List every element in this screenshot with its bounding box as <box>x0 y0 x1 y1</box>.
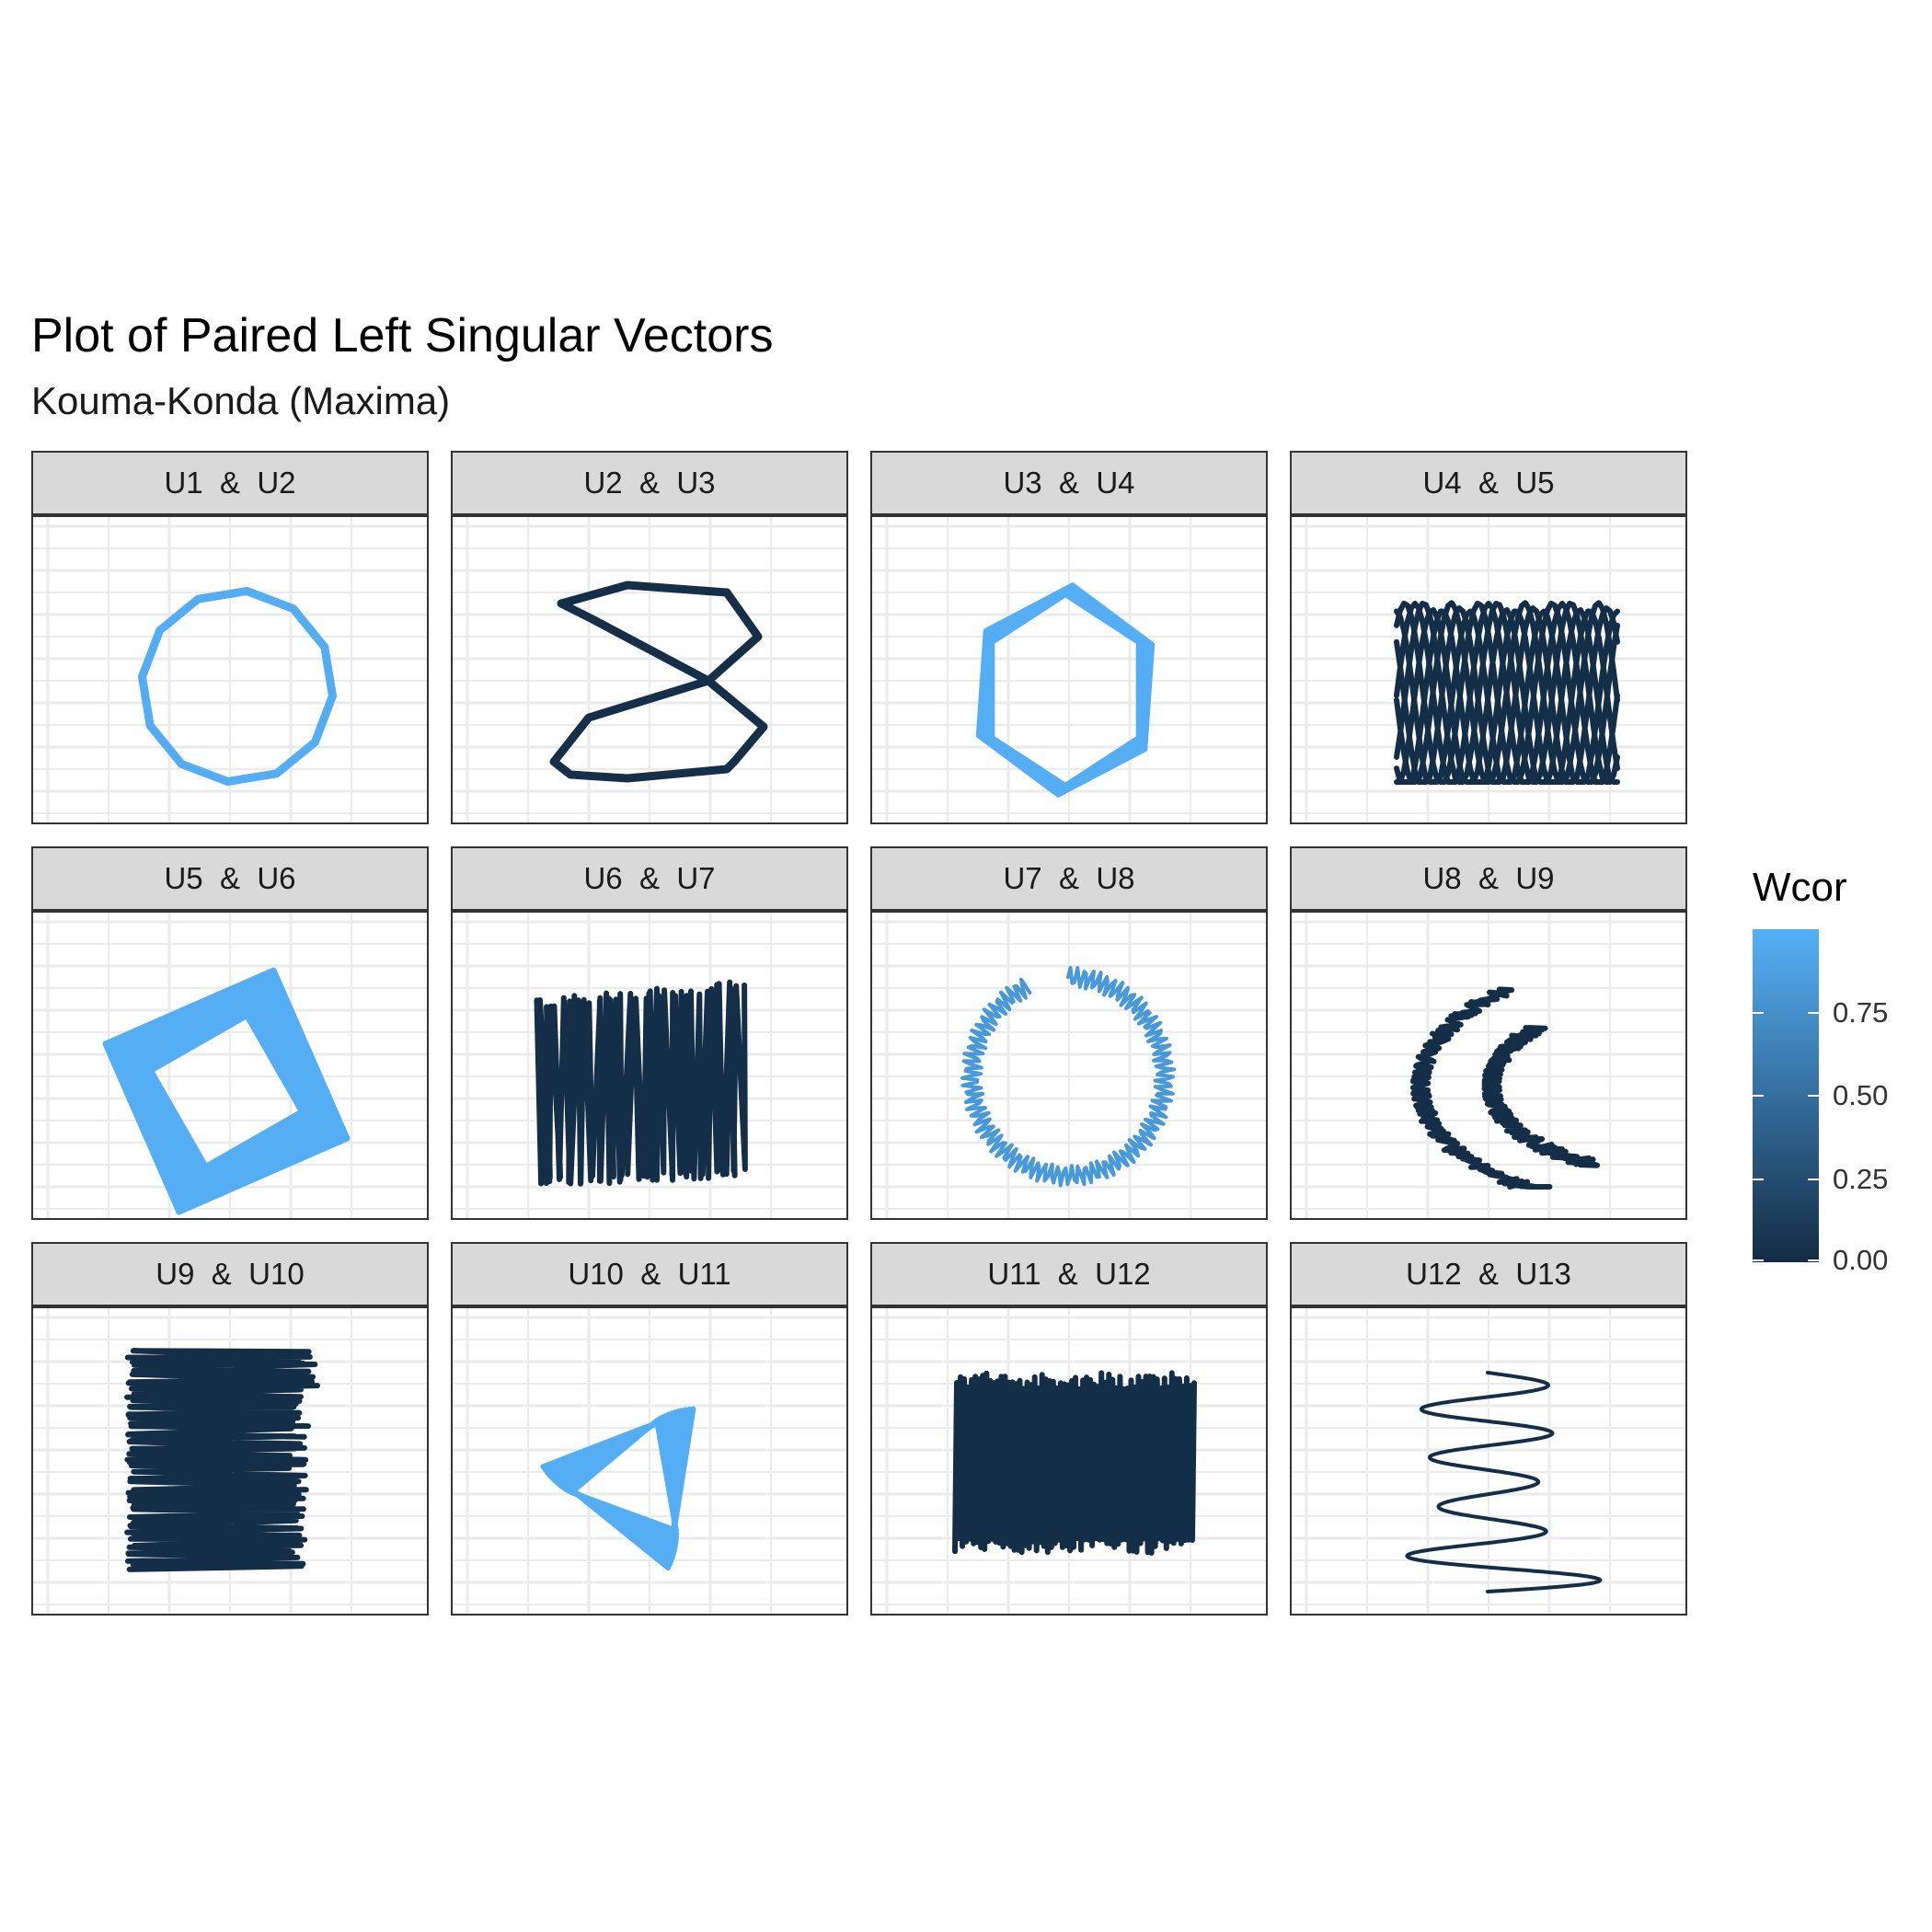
panel-border <box>1290 515 1687 824</box>
facet-panel: U3 & U4 <box>870 451 1268 824</box>
singular-vector-path <box>952 1370 1197 1556</box>
facet-panel: U4 & U5 <box>1290 451 1687 824</box>
singular-vector-path <box>117 982 336 1201</box>
singular-vector-path <box>143 1007 310 1175</box>
panel-border <box>1290 911 1687 1220</box>
facet-plot-area <box>31 515 429 824</box>
panel-border <box>870 515 1268 824</box>
facet-plot-area <box>451 515 848 824</box>
facet-plot-area <box>451 911 848 1220</box>
facet-panel: U10 & U11 <box>451 1242 848 1616</box>
facet-strip-label: U2 & U3 <box>451 451 848 515</box>
singular-vector-path <box>960 965 1177 1188</box>
singular-vector-path <box>124 1348 320 1572</box>
facet-panel: U5 & U6 <box>31 846 429 1220</box>
grid-lines <box>870 515 1268 824</box>
facet-plot-area <box>1290 911 1687 1220</box>
panel-border <box>451 515 848 824</box>
facet-panel: U8 & U9 <box>1290 846 1687 1220</box>
grid-lines <box>31 515 429 824</box>
facet-strip-label: U8 & U9 <box>1290 846 1687 911</box>
singular-vector-path <box>107 972 346 1211</box>
singular-vector-path <box>121 986 331 1196</box>
facet-strip-label: U7 & U8 <box>870 846 1268 911</box>
grid-lines <box>1290 1306 1687 1616</box>
facet-panel: U2 & U3 <box>451 451 848 824</box>
facet-plot-area <box>870 515 1268 824</box>
facet-panel: U6 & U7 <box>451 846 848 1220</box>
facet-plot-area <box>870 1306 1268 1616</box>
facet-plot-area <box>451 1306 848 1616</box>
facet-strip-label: U4 & U5 <box>1290 451 1687 515</box>
panel-border <box>31 1306 429 1616</box>
facet-plot-area <box>1290 515 1687 824</box>
legend-title: Wcor <box>1753 865 1847 910</box>
legend-tick-label: 0.75 <box>1833 995 1889 1029</box>
facet-strip-label: U5 & U6 <box>31 846 429 911</box>
panel-border <box>31 515 429 824</box>
facet-strip-label: U1 & U2 <box>31 451 429 515</box>
grid-lines <box>870 911 1268 1220</box>
singular-vector-path <box>1481 1025 1600 1168</box>
grid-lines <box>451 1306 848 1616</box>
legend-tick-label: 0.50 <box>1833 1079 1889 1111</box>
facet-panel: U12 & U13 <box>1290 1242 1687 1616</box>
singular-vector-path <box>549 581 768 783</box>
panel-border <box>1290 1306 1687 1616</box>
singular-vector-path <box>1394 601 1620 785</box>
grid-lines <box>451 515 848 824</box>
singular-vector-path <box>1394 608 1620 785</box>
singular-vector-path <box>540 1406 696 1571</box>
panel-border <box>451 1306 848 1616</box>
facet-panel: U11 & U12 <box>870 1242 1268 1616</box>
singular-vector-path <box>148 1013 305 1169</box>
singular-vector-path <box>127 992 326 1190</box>
facet-strip-label: U10 & U11 <box>451 1242 848 1306</box>
facet-panel: U7 & U8 <box>870 846 1268 1220</box>
legend-tick-label: 0.00 <box>1833 1244 1889 1276</box>
facet-panel: U9 & U10 <box>31 1242 429 1616</box>
singular-vector-path <box>1410 986 1553 1190</box>
singular-vector-path <box>1405 1371 1603 1593</box>
singular-vector-path <box>137 1002 316 1180</box>
singular-vector-path <box>102 967 351 1215</box>
panel-border <box>31 911 429 1220</box>
facet-plot-area <box>1290 1306 1687 1616</box>
grid-lines <box>451 911 848 1220</box>
facet-strip-label: U3 & U4 <box>870 451 1268 515</box>
facet-plot-area <box>870 911 1268 1220</box>
singular-vector-path <box>138 587 337 786</box>
facet-strip-label: U11 & U12 <box>870 1242 1268 1306</box>
singular-vector-path <box>112 977 340 1205</box>
singular-vector-path <box>975 582 1156 798</box>
facet-strip-label: U12 & U13 <box>1290 1242 1687 1306</box>
singular-vector-path <box>1394 600 1620 785</box>
panel-border <box>870 911 1268 1220</box>
facet-plot-area <box>31 1306 429 1616</box>
panel-border <box>451 911 848 1220</box>
singular-vector-path <box>132 996 321 1186</box>
panel-border <box>870 1306 1268 1616</box>
singular-vector-path <box>1394 605 1620 785</box>
chart-title: Plot of Paired Left Singular Vectors <box>31 309 774 362</box>
singular-vector-path <box>1394 607 1620 785</box>
facet-panel: U1 & U2 <box>31 451 429 824</box>
facet-strip-label: U6 & U7 <box>451 846 848 911</box>
chart-subtitle: Kouma-Konda (Maxima) <box>31 379 451 422</box>
legend-tick-label: 0.25 <box>1833 1162 1889 1195</box>
facet-plot-area <box>31 911 429 1220</box>
facet-strip-label: U9 & U10 <box>31 1242 429 1306</box>
singular-vector-path <box>534 979 748 1187</box>
